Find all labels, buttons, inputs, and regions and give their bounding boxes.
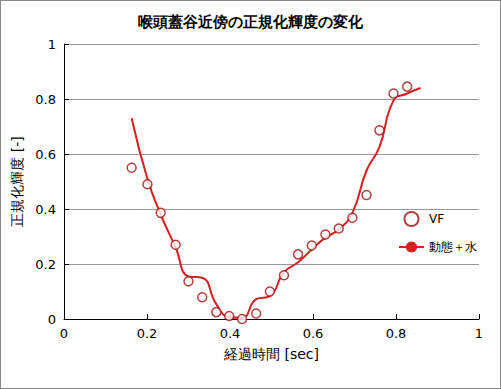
svg-text:0.6: 0.6 [35, 147, 56, 162]
svg-text:経過時間 [sec]: 経過時間 [sec] [223, 346, 319, 362]
svg-text:0.4: 0.4 [220, 326, 241, 341]
svg-text:VF: VF [429, 212, 444, 226]
svg-text:1: 1 [48, 37, 56, 52]
svg-text:0.2: 0.2 [137, 326, 158, 341]
svg-text:1: 1 [475, 326, 483, 341]
svg-text:0: 0 [60, 326, 68, 341]
svg-text:0: 0 [48, 312, 56, 327]
svg-text:0.4: 0.4 [35, 202, 56, 217]
svg-text:0.8: 0.8 [35, 92, 56, 107]
svg-text:喉頭蓋谷近傍の正規化輝度の変化: 喉頭蓋谷近傍の正規化輝度の変化 [138, 13, 364, 31]
svg-text:動態＋水: 動態＋水 [429, 240, 477, 254]
svg-text:0.8: 0.8 [386, 326, 407, 341]
svg-text:0.6: 0.6 [303, 326, 324, 341]
svg-text:0.2: 0.2 [35, 257, 56, 272]
svg-text:正規化輝度 [-]: 正規化輝度 [-] [9, 136, 25, 226]
